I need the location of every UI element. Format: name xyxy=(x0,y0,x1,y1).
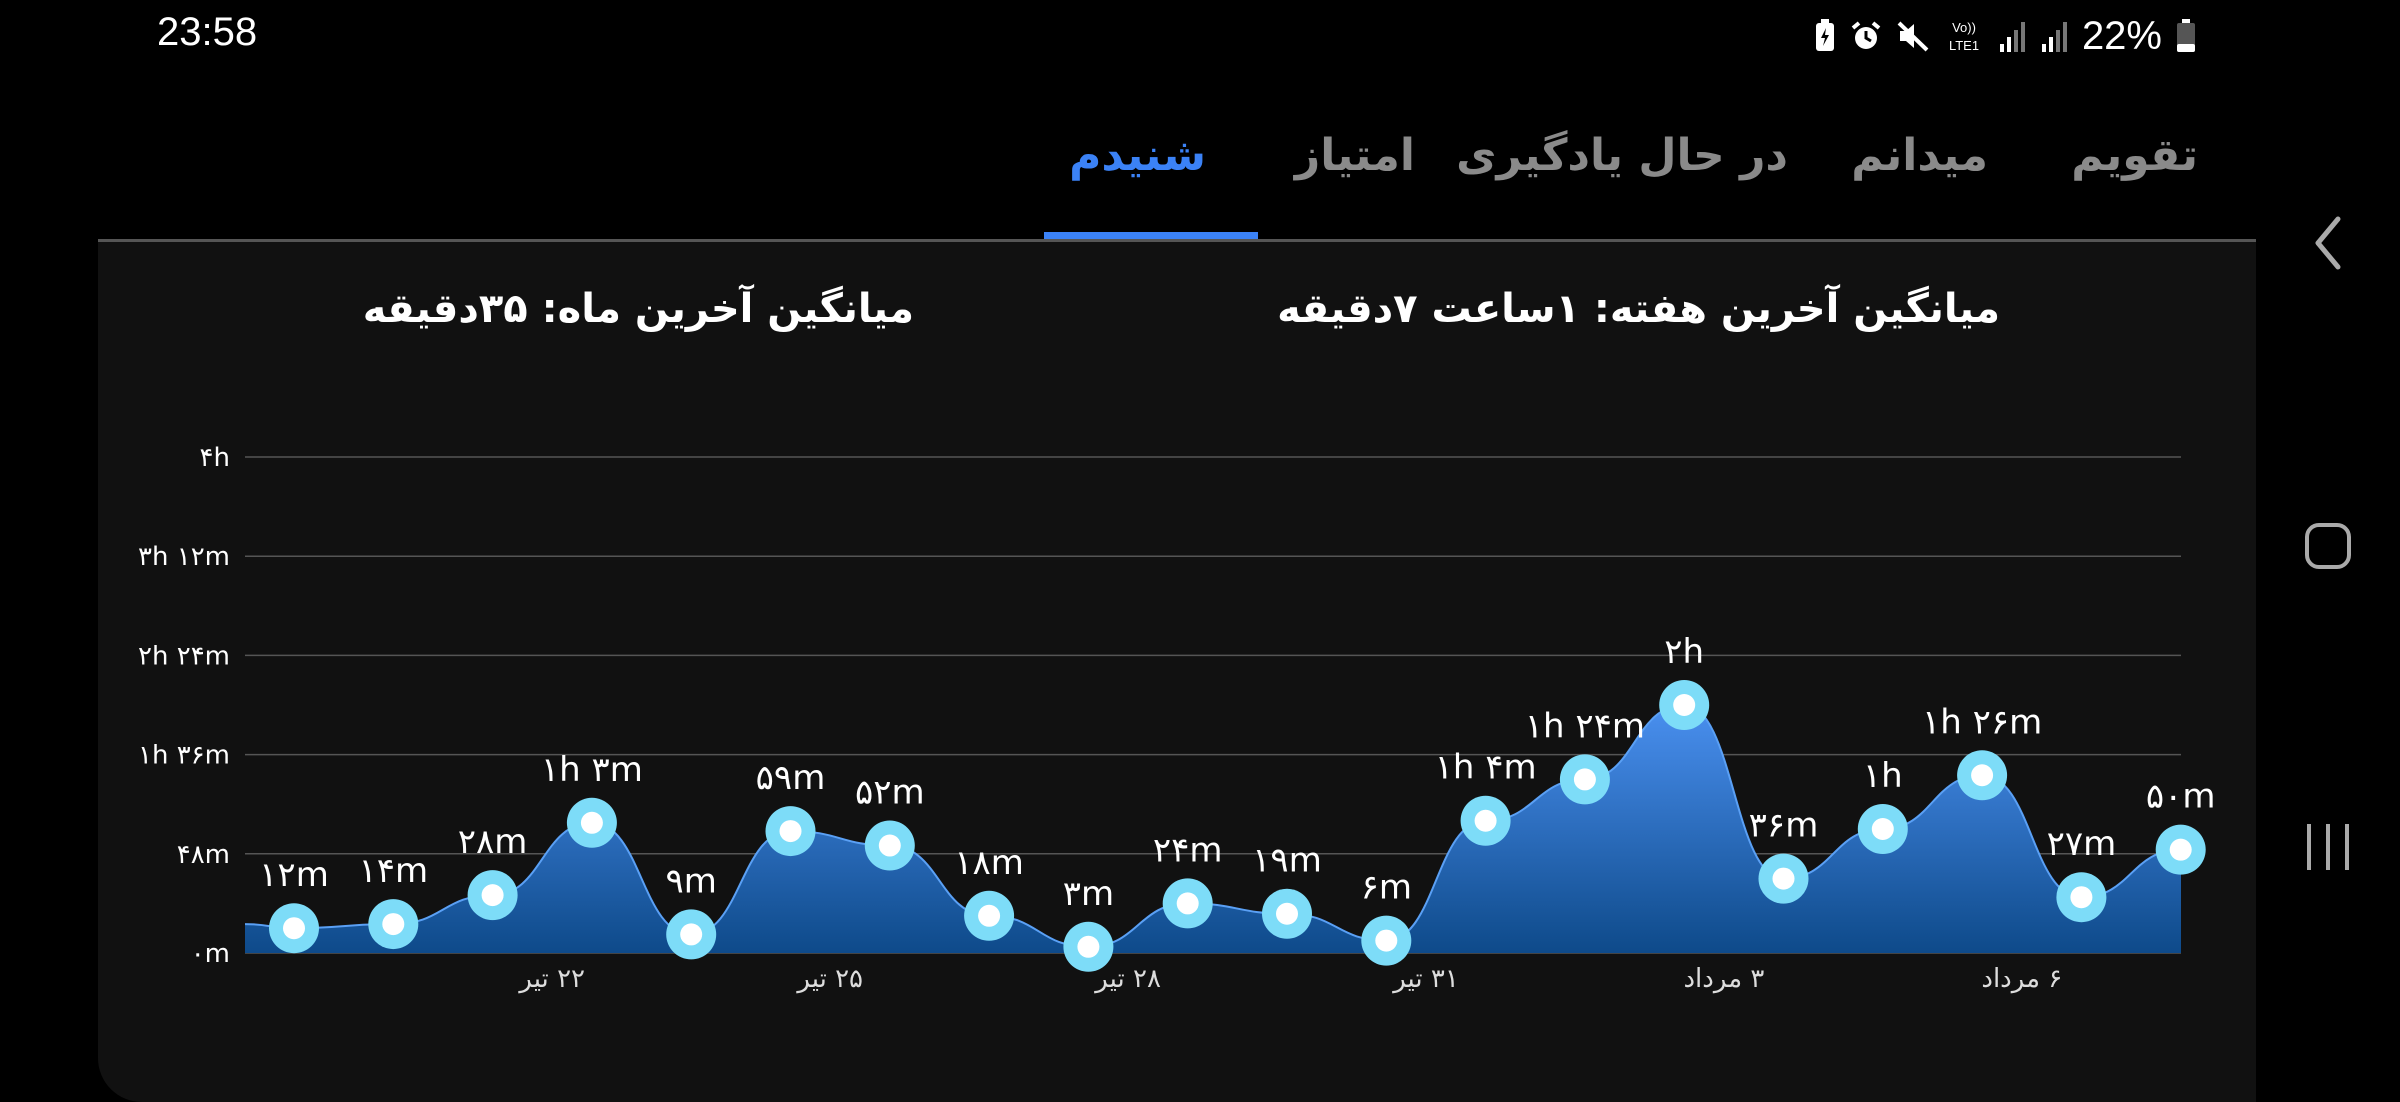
data-label: ۵۹m xyxy=(756,758,826,798)
battery-percent: 22% xyxy=(2081,13,2162,58)
data-label: ۳m xyxy=(1063,874,1114,914)
status-time: 23:58 xyxy=(157,10,258,54)
data-point xyxy=(1375,929,1398,952)
month-average: میانگین آخرین ماه: ۳۵دقیقه xyxy=(362,286,914,332)
data-point xyxy=(283,917,305,940)
tab-indicator xyxy=(1044,232,1258,239)
data-label: ۱۴m xyxy=(358,851,428,891)
data-point xyxy=(2169,838,2192,861)
data-point xyxy=(680,923,703,946)
x-tick-label: ۳۱ تیر xyxy=(1391,964,1459,994)
y-tick-label: ۰m xyxy=(191,939,230,969)
tab-heard[interactable]: شنیدم xyxy=(1069,130,1206,181)
tab-bar: تقویم میدانم در حال یادگیری امتیاز شنیدم xyxy=(98,110,2256,242)
data-point xyxy=(978,904,1001,927)
volte-bottom-text: LTE1 xyxy=(1949,38,1979,53)
home-button[interactable] xyxy=(2256,496,2400,596)
data-point xyxy=(1971,764,1994,787)
signal-icon xyxy=(1999,22,2025,52)
battery-saver-icon xyxy=(1815,19,1834,51)
x-tick-label: ۲۲ تیر xyxy=(517,964,585,994)
data-point xyxy=(2070,886,2093,909)
home-icon xyxy=(2305,523,2351,569)
data-point xyxy=(1871,818,1894,840)
data-label: ۱۸m xyxy=(954,843,1024,883)
data-point xyxy=(481,884,504,907)
y-tick-label: ۳h ۱۲m xyxy=(138,542,230,572)
data-label: ۲۴m xyxy=(1153,830,1223,870)
x-tick-label: ۶ مرداد xyxy=(1981,964,2062,994)
data-point xyxy=(1573,768,1596,791)
data-label: ۱h xyxy=(1863,756,1903,796)
week-average: میانگین آخرین هفته: ۱ساعت ۷دقیقه xyxy=(1277,286,2000,332)
volte-icon: Vo)) LTE1 xyxy=(1949,20,1979,53)
data-point xyxy=(779,820,802,843)
recents-button[interactable] xyxy=(2256,797,2400,897)
tab-learning[interactable]: در حال یادگیری xyxy=(1456,130,1788,181)
data-label: ۶m xyxy=(1361,868,1412,908)
status-bar: 23:58 Vo)) LTE1 xyxy=(0,0,2400,72)
y-tick-label: ۲h ۲۴m xyxy=(138,641,230,671)
x-tick-label: ۲۵ تیر xyxy=(795,964,863,994)
navigation-bar xyxy=(2256,0,2400,1080)
data-point xyxy=(580,811,603,834)
data-label: ۱h ۴m xyxy=(1435,748,1537,788)
stats-card: میانگین آخرین هفته: ۱ساعت ۷دقیقه میانگین… xyxy=(98,242,2256,1102)
data-label: ۲۷m xyxy=(2047,824,2117,864)
tabs-divider xyxy=(98,239,2256,242)
data-point xyxy=(1772,867,1795,890)
data-label: ۱h ۲۶m xyxy=(1922,702,2042,742)
tab-calendar[interactable]: تقویم xyxy=(2071,130,2198,181)
y-tick-label: ۴۸m xyxy=(177,840,230,870)
data-label: ۱۲m xyxy=(259,855,329,895)
x-tick-label: ۳ مرداد xyxy=(1683,964,1764,994)
recents-icon xyxy=(2307,824,2349,870)
series-area xyxy=(245,705,2181,953)
data-label: ۵۲m xyxy=(855,773,925,813)
data-label: ۲۸m xyxy=(458,822,528,862)
y-tick-label: ۱h ۳۶m xyxy=(138,741,230,771)
back-button[interactable] xyxy=(2256,193,2400,293)
y-tick-label: ۴h xyxy=(200,443,230,473)
listening-chart: ۰m ۴۸m ۱h ۳۶m ۲h ۲۴m ۳h ۱۲m ۴h ۱۲m ۱۴m ۲۸m ۱h ۳m ۹… xyxy=(138,443,2216,994)
battery-icon xyxy=(2177,19,2195,52)
volte-top-text: Vo)) xyxy=(1952,20,1976,35)
mute-icon xyxy=(1897,21,1929,52)
tab-known[interactable]: میدانم xyxy=(1851,130,1988,181)
data-point xyxy=(1176,892,1199,915)
data-label: ۵۰m xyxy=(2146,777,2216,817)
data-label: ۱h ۳m xyxy=(541,750,643,790)
data-label: ۹m xyxy=(666,861,717,901)
data-point xyxy=(1673,694,1696,716)
status-icons: Vo)) LTE1 22% xyxy=(1814,12,2196,60)
data-point xyxy=(1077,935,1100,958)
data-label: ۱۹m xyxy=(1252,841,1322,881)
alarm-icon xyxy=(1851,21,1881,49)
data-point xyxy=(1474,809,1497,832)
signal-icon xyxy=(2041,22,2067,52)
data-label: ۲h xyxy=(1664,632,1704,672)
data-point xyxy=(382,913,405,936)
tab-score[interactable]: امتیاز xyxy=(1294,130,1415,181)
data-point xyxy=(878,834,901,857)
data-point xyxy=(1276,902,1298,925)
back-icon xyxy=(2315,216,2341,270)
data-label: ۱h ۲۴m xyxy=(1525,706,1645,746)
x-tick-label: ۲۸ تیر xyxy=(1093,964,1161,994)
data-label: ۳۶m xyxy=(1749,806,1819,846)
